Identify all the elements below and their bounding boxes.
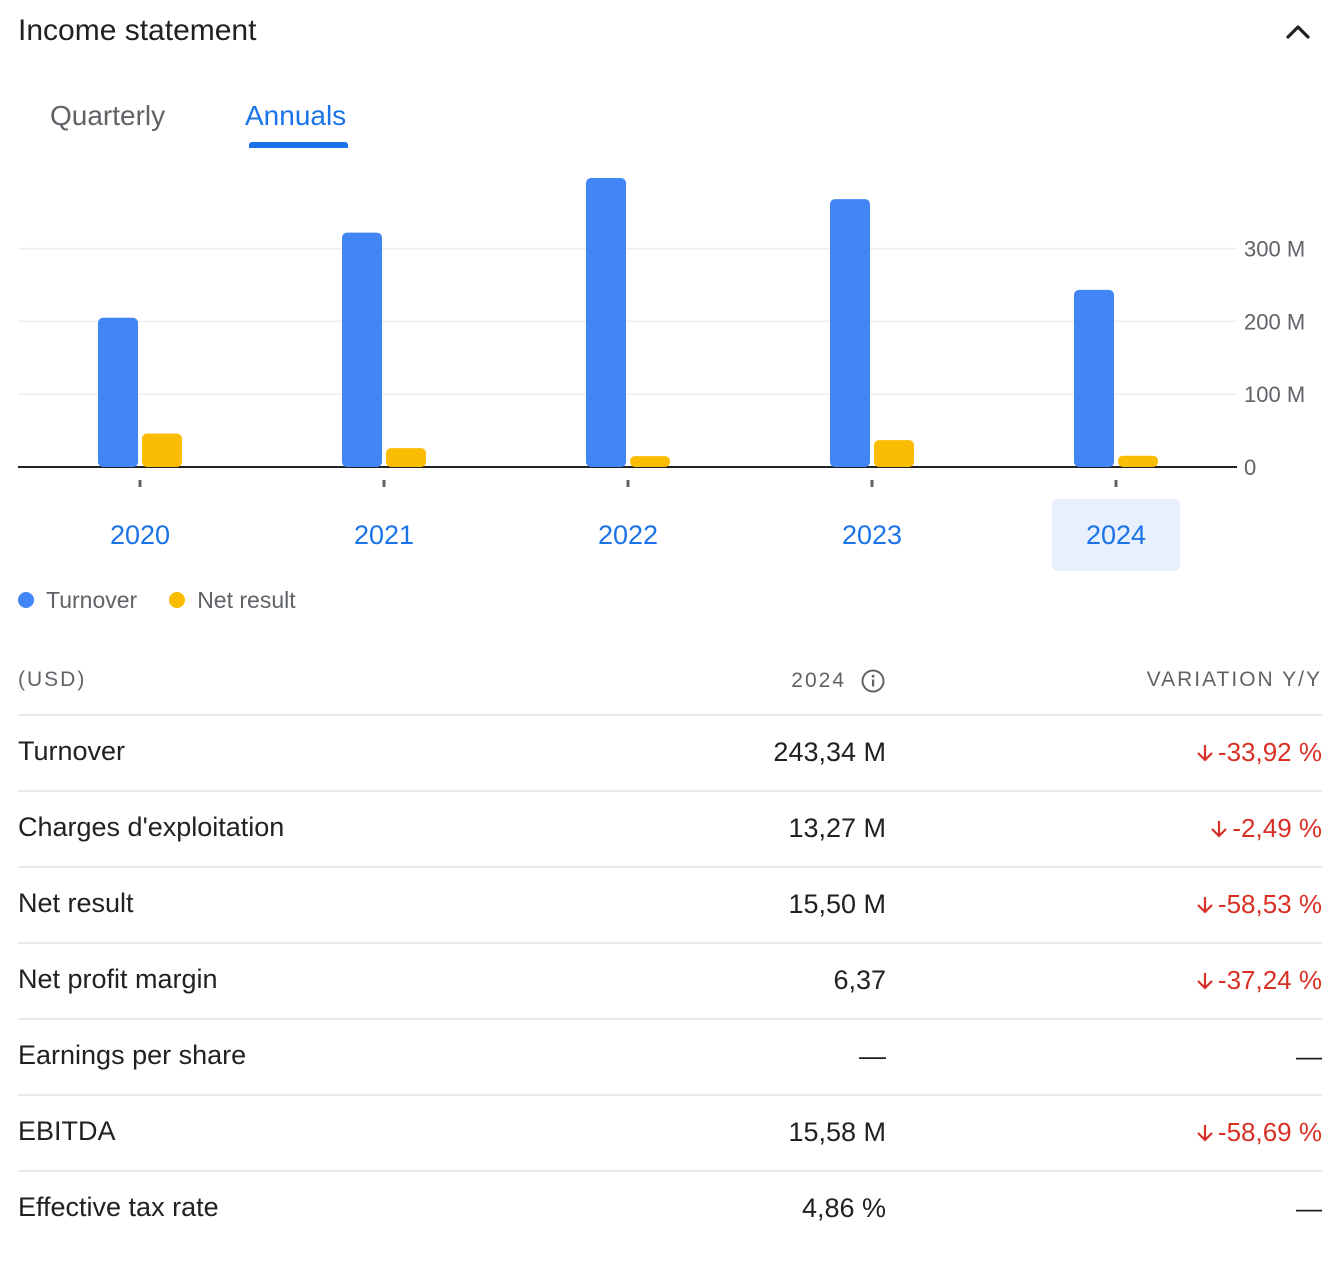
bar-net-result[interactable] [1118, 455, 1158, 467]
year-button-2021[interactable]: 2021 [353, 519, 415, 550]
tab-quarterly[interactable]: Quarterly [50, 100, 166, 131]
variation-text: — [1296, 1193, 1322, 1223]
year-header: 2024 [791, 668, 886, 694]
variation-text: -37,24 % [1217, 965, 1322, 995]
row-label: EBITDA [18, 1116, 116, 1146]
legend-dot-net-result [169, 592, 186, 608]
bar-turnover[interactable] [342, 232, 382, 467]
chevron-up-icon[interactable] [1278, 12, 1318, 52]
legend-label-turnover: Turnover [46, 586, 138, 613]
variation-text: — [1296, 1041, 1322, 1071]
table-row: Effective tax rate 4,86 % — [18, 1172, 1322, 1246]
bar-turnover[interactable] [1074, 289, 1114, 467]
row-value: — [859, 1041, 886, 1071]
row-value: 13,27 M [788, 813, 886, 843]
variation-text: -58,53 % [1217, 889, 1322, 919]
row-variation: -37,24 % [1194, 965, 1322, 996]
year-button-2022[interactable]: 2022 [597, 519, 659, 550]
bar-net-result[interactable] [386, 448, 426, 467]
arrow-down-icon [1211, 820, 1228, 838]
y-tick-label: 100 M [1244, 382, 1305, 407]
row-value: 15,50 M [788, 889, 886, 919]
row-value: 6,37 [833, 965, 886, 995]
legend-dot-turnover [18, 592, 34, 608]
row-variation: -58,69 % [1194, 1117, 1322, 1148]
section-title: Income statement [18, 14, 257, 47]
row-variation: — [1296, 1193, 1322, 1224]
period-tabs: Quarterly Annuals [18, 96, 618, 152]
variation-header: VARIATION Y/Y [1146, 668, 1322, 691]
table-row: Earnings per share — — [18, 1020, 1322, 1096]
section-header: Income statement [18, 10, 1318, 54]
year-button-2020[interactable]: 2020 [109, 519, 171, 550]
table-body: Turnover 243,34 M -33,92 % Charges d'exploi… [18, 716, 1322, 1246]
bar-net-result[interactable] [874, 440, 914, 467]
unit-header: (USD) [18, 668, 87, 691]
arrow-down-icon [1197, 896, 1213, 914]
year-header-label: 2024 [791, 669, 846, 692]
row-label: Effective tax rate [18, 1192, 219, 1222]
arrow-down-icon [1197, 744, 1213, 762]
table-row: Turnover 243,34 M -33,92 % [18, 716, 1322, 792]
row-variation: -58,53 % [1194, 889, 1322, 920]
info-icon[interactable] [860, 668, 886, 694]
year-button-2023[interactable]: 2023 [841, 519, 903, 550]
variation-text: -33,92 % [1217, 737, 1322, 767]
tab-annuals[interactable]: Annuals [245, 100, 347, 131]
y-tick-label: 0 [1244, 455, 1256, 480]
arrow-down-icon [1197, 1124, 1213, 1142]
row-label: Turnover [18, 736, 126, 766]
table-row: Charges d'exploitation 13,27 M -2,49 % [18, 792, 1322, 868]
row-label: Net profit margin [18, 964, 218, 994]
row-variation: — [1296, 1041, 1322, 1072]
chart-svg: 0 100 M 200 M 300 M [18, 177, 1305, 487]
bar-turnover[interactable] [98, 317, 138, 467]
chart-legend: Turnover Net result [18, 584, 328, 616]
row-value: 243,34 M [773, 737, 886, 767]
tab-indicator [249, 142, 348, 148]
y-tick-label: 200 M [1244, 309, 1305, 334]
row-value: 15,58 M [788, 1117, 886, 1147]
row-label: Net result [18, 888, 134, 918]
row-variation: -33,92 % [1194, 737, 1322, 768]
bar-net-result[interactable] [630, 456, 670, 467]
row-value: 4,86 % [801, 1193, 886, 1223]
row-label: Earnings per share [18, 1040, 247, 1070]
variation-text: -2,49 % [1232, 813, 1322, 843]
table-row: EBITDA 15,58 M -58,69 % [18, 1096, 1322, 1172]
legend-label-net-result: Net result [197, 586, 296, 613]
year-button-2024[interactable]: 2024 [1052, 499, 1180, 571]
income-table: (USD) 2024 VARIATION Y/Y Turnover 243,34 … [18, 650, 1322, 1246]
legend-item-turnover: Turnover [18, 587, 137, 614]
y-tick-label: 300 M [1244, 237, 1305, 262]
legend-item-net-result: Net result [169, 586, 296, 614]
bar-turnover[interactable] [586, 177, 626, 467]
row-label: Charges d'exploitation [18, 812, 285, 842]
bar-turnover[interactable] [830, 199, 870, 467]
bar-net-result[interactable] [142, 433, 182, 467]
bar-chart: 0 100 M 200 M 300 M 2020 2021 2022 2023 2024 [0, 160, 1332, 580]
table-row: Net profit margin 6,37 -37,24 % [18, 944, 1322, 1020]
table-row: Net result 15,50 M -58,53 % [18, 868, 1322, 944]
table-header: (USD) 2024 VARIATION Y/Y [18, 650, 1322, 716]
arrow-down-icon [1197, 972, 1213, 990]
row-variation: -2,49 % [1208, 813, 1322, 844]
variation-text: -58,69 % [1217, 1117, 1322, 1147]
